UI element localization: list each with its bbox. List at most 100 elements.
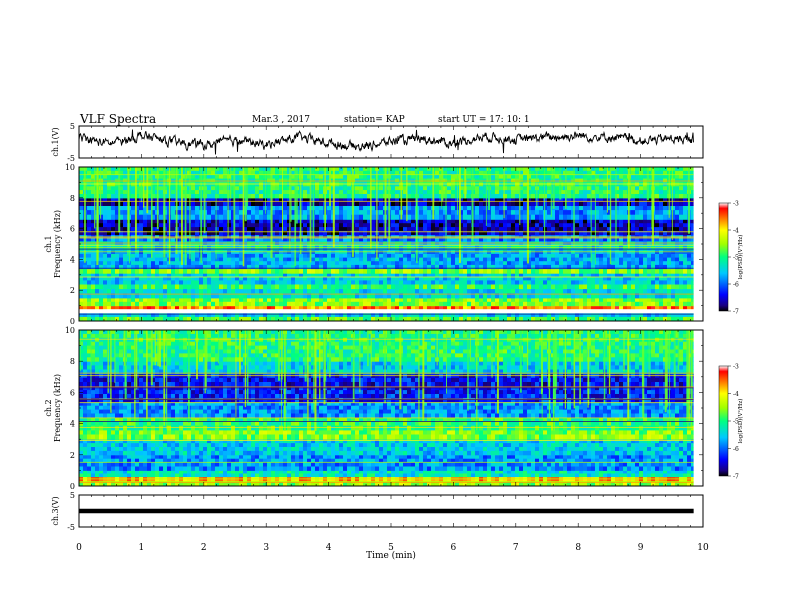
spectrogram-cell-ch1 [347, 167, 351, 171]
spectrogram-cell-ch1 [251, 167, 255, 171]
spectrogram-cell-ch1 [267, 284, 271, 289]
spectrogram-cell-ch1 [223, 219, 227, 223]
spectrogram-cell-ch1 [139, 261, 143, 265]
spectrogram-cell-ch1 [335, 284, 339, 289]
spectrogram-cell-ch1 [147, 280, 151, 284]
spectrogram-cell-ch1 [79, 280, 83, 284]
spectrogram-cell-ch1 [347, 289, 351, 294]
spectrogram-cell-ch1 [343, 194, 347, 198]
spectrogram-cell-ch1 [583, 269, 587, 274]
spectrogram-cell-ch1 [523, 261, 527, 265]
spectrogram-cell-ch1 [219, 277, 223, 281]
spectrogram-cell-ch1 [223, 298, 227, 302]
spectrogram-cell-ch1 [187, 289, 191, 294]
spectrogram-cell-ch1 [239, 261, 243, 265]
spectrogram-cell-ch1 [383, 254, 387, 258]
spectrogram-cell-ch1 [139, 302, 143, 306]
spectrogram-cell-ch1 [303, 280, 307, 284]
spectrogram-cell-ch1 [379, 298, 383, 302]
spectrogram-cell-ch1 [147, 223, 151, 227]
spectrogram-cell-ch1 [215, 302, 219, 306]
spectrogram-cell-ch1 [303, 186, 307, 190]
spectrogram-cell-ch1 [491, 277, 495, 281]
spectrogram-cell-ch1 [243, 302, 247, 306]
spectrogram-cell-ch1 [355, 202, 359, 206]
spectrogram-cell-ch1 [587, 186, 591, 190]
spectrogram-cell-ch1 [475, 186, 479, 190]
spectrogram-cell-ch1 [387, 277, 391, 281]
spectrogram-cell-ch1 [483, 277, 487, 281]
spectrogram-cell-ch1 [515, 227, 519, 231]
spectrogram-cell-ch1 [235, 182, 239, 186]
spectrogram-cell-ch1 [215, 194, 219, 198]
spectrogram-cell-ch1 [399, 219, 403, 223]
spectrogram-cell-ch1 [427, 280, 431, 284]
spectrogram-cell-ch1 [223, 261, 227, 265]
spectrogram-cell-ch1 [111, 254, 115, 258]
spectrogram-cell-ch1 [119, 269, 123, 274]
spectrogram-cell-ch1 [379, 186, 383, 190]
spectrogram-cell-ch1 [147, 254, 151, 258]
spectrogram-cell-ch1 [419, 227, 423, 231]
spectrogram-cell-ch1 [215, 175, 219, 179]
spectrogram-cell-ch1 [315, 227, 319, 231]
spectrogram-cell-ch1 [267, 289, 271, 294]
spectrogram-cell-ch1 [567, 261, 571, 265]
spectrogram-cell-ch1 [247, 280, 251, 284]
spectrogram-cell-ch1 [107, 298, 111, 302]
spectrogram-cell-ch1 [531, 254, 535, 258]
spectrogram-cell-ch1 [367, 258, 371, 262]
spectrogram-cell-ch1 [343, 254, 347, 258]
spectrogram-cell-ch1 [555, 215, 559, 220]
spectrogram-cell-ch1 [391, 289, 395, 294]
spectrogram-cell-ch1 [139, 280, 143, 284]
spectrogram-cell-ch1 [191, 258, 195, 262]
spectrogram-cell-ch1 [183, 302, 187, 306]
spectrogram-cell-ch1 [459, 298, 463, 302]
spectrogram-cell-ch1 [87, 210, 91, 215]
spectrogram-cell-ch1 [223, 210, 227, 215]
spectrogram-cell-ch1 [175, 277, 179, 281]
spectrogram-cell-ch1 [303, 277, 307, 281]
spectrogram-cell-ch1 [399, 261, 403, 265]
spectrogram-cell-ch1 [527, 269, 531, 274]
spectrogram-cell-ch1 [291, 298, 295, 302]
spectrogram-cell-ch1 [251, 261, 255, 265]
spectrogram-cell-ch1 [555, 258, 559, 262]
spectrogram-cell-ch1 [307, 280, 311, 284]
spectrogram-cell-ch1 [575, 250, 579, 254]
spectrogram-cell-ch1 [275, 186, 279, 190]
spectrogram-cell-ch1 [303, 289, 307, 294]
spectrogram-cell-ch1 [567, 206, 571, 211]
spectrogram-cell-ch1 [223, 202, 227, 206]
spectrogram-cell-ch1 [555, 250, 559, 254]
spectrogram-cell-ch1 [347, 250, 351, 254]
spectrogram-cell-ch1 [123, 223, 127, 227]
spectrogram-cell-ch1 [267, 277, 271, 281]
spectrogram-cell-ch1 [139, 227, 143, 231]
spectrogram-cell-ch1 [435, 298, 439, 302]
spectrogram-cell-ch1 [79, 190, 83, 194]
spectrogram-cell-ch1 [275, 280, 279, 284]
spectrogram-cell-ch1 [115, 250, 119, 254]
spectrogram-cell-ch1 [419, 254, 423, 258]
spectrogram-cell-ch1 [583, 258, 587, 262]
spectrogram-cell-ch1 [347, 215, 351, 220]
spectrogram-cell-ch1 [251, 298, 255, 302]
spectrogram-cell-ch1 [139, 219, 143, 223]
spectrogram-cell-ch1 [303, 227, 307, 231]
spectrogram-cell-ch1 [499, 167, 503, 171]
spectrogram-cell-ch1 [391, 261, 395, 265]
spectrogram-cell-ch1 [383, 250, 387, 254]
spectrogram-cell-ch1 [315, 167, 319, 171]
spectrogram-cell-ch1 [107, 289, 111, 294]
spectrogram-cell-ch1 [479, 215, 483, 220]
spectrogram-cell-ch1 [215, 298, 219, 302]
spectrogram-cell-ch1 [603, 258, 607, 262]
spectrogram-cell-ch1 [207, 254, 211, 258]
spectrogram-cell-ch1 [475, 202, 479, 206]
spectrogram-cell-ch1 [175, 280, 179, 284]
spectrogram-cell-ch1 [103, 202, 107, 206]
spectrogram-cell-ch1 [399, 269, 403, 274]
spectrogram-cell-ch1 [111, 277, 115, 281]
